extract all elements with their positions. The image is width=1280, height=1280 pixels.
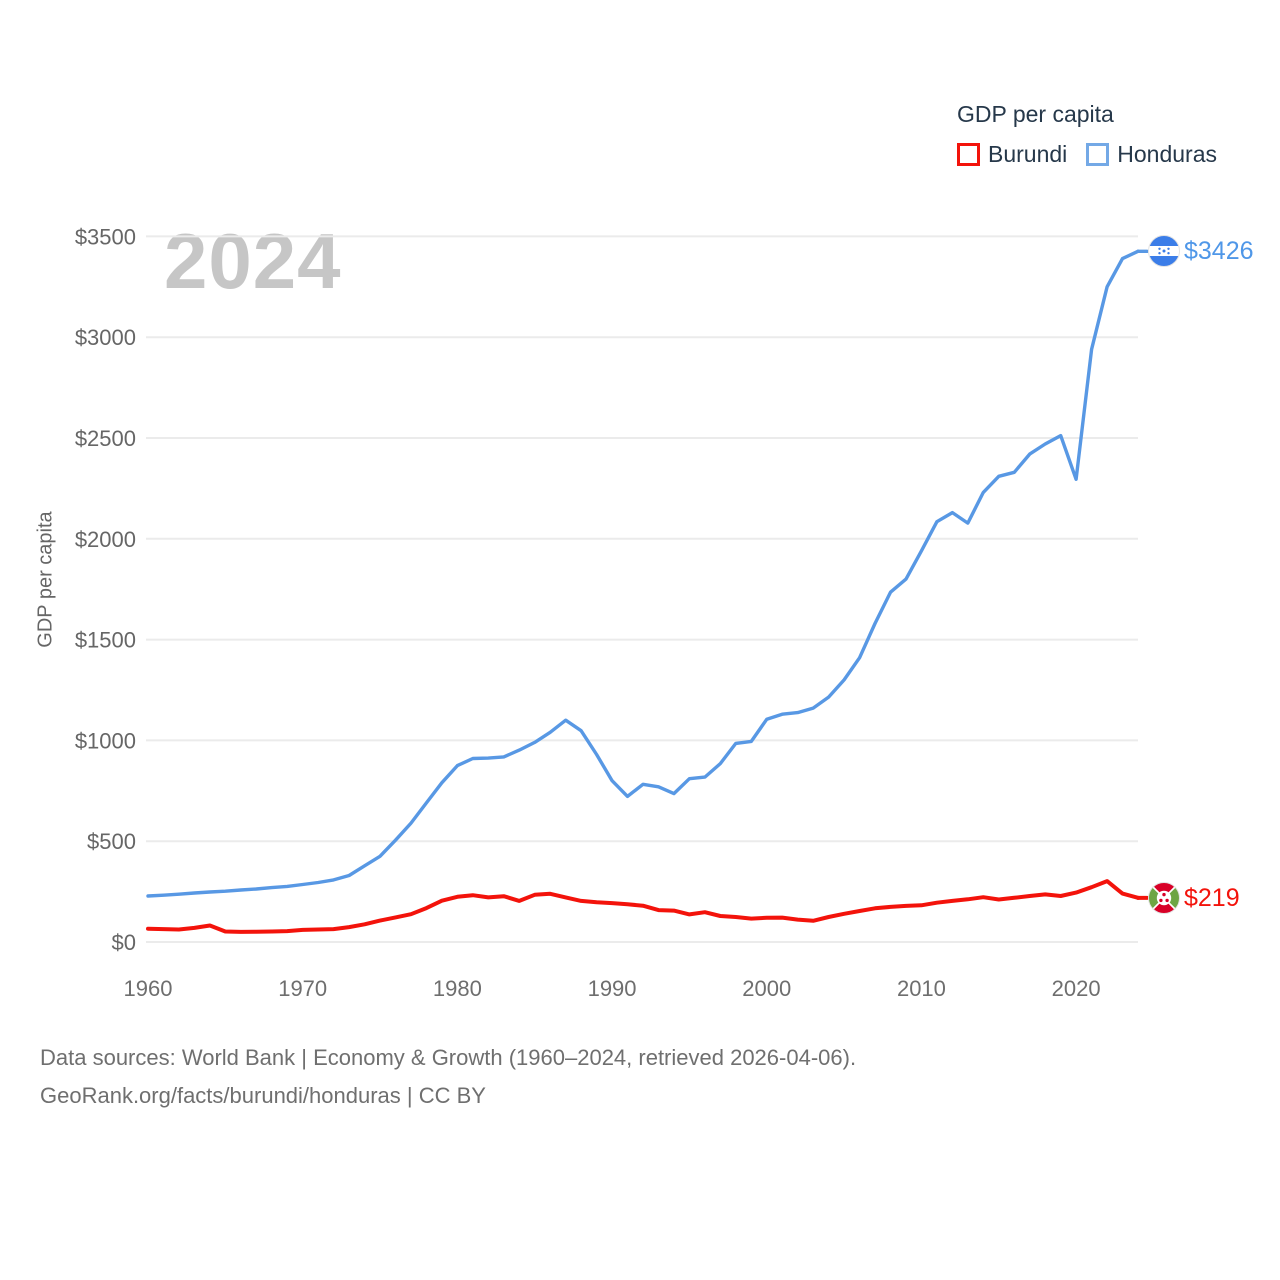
legend-items: Burundi Honduras	[957, 141, 1217, 168]
burundi-line	[146, 879, 1140, 934]
legend-item-label: Honduras	[1117, 141, 1218, 167]
burundi-flag-icon	[1148, 882, 1180, 914]
footer-data-sources: Data sources: World Bank | Economy & Gro…	[40, 1045, 857, 1070]
y-tick-label: $2500	[75, 426, 136, 451]
chart-legend: GDP per capita Burundi Honduras	[957, 101, 1217, 168]
x-tick-label: 1960	[124, 976, 173, 1001]
y-tick-label: $1500	[75, 628, 136, 653]
honduras-end-value: $3426	[1184, 237, 1254, 265]
y-tick-label: $500	[87, 829, 136, 854]
footer-attribution: Data sources: World Bank | Economy & Gro…	[40, 1039, 856, 1115]
y-tick-label: $0	[112, 930, 136, 955]
honduras-line	[146, 249, 1140, 898]
x-tick-label: 2000	[742, 976, 791, 1001]
legend-item-label: Burundi	[988, 141, 1068, 167]
y-tick-label: $3500	[75, 224, 136, 249]
x-tick-label: 1970	[278, 976, 327, 1001]
honduras-flag-icon	[1148, 235, 1180, 267]
legend-title: GDP per capita	[957, 101, 1114, 127]
y-tick-label: $2000	[75, 527, 136, 552]
legend-item-burundi[interactable]: Burundi	[957, 141, 1067, 168]
x-tick-label: 1990	[588, 976, 637, 1001]
x-tick-label: 1980	[433, 976, 482, 1001]
x-tick-label: 2020	[1052, 976, 1101, 1001]
legend-item-honduras[interactable]: Honduras	[1086, 141, 1217, 168]
burundi-swatch-icon	[957, 143, 980, 166]
year-watermark: 2024	[164, 217, 342, 305]
footer-url: GeoRank.org/facts/burundi/honduras | CC …	[40, 1083, 486, 1108]
burundi-end-value: $219	[1184, 884, 1240, 912]
y-tick-label: $3000	[75, 325, 136, 350]
y-tick-label: $1000	[75, 728, 136, 753]
honduras-swatch-icon	[1086, 143, 1110, 166]
x-tick-label: 2010	[897, 976, 946, 1001]
